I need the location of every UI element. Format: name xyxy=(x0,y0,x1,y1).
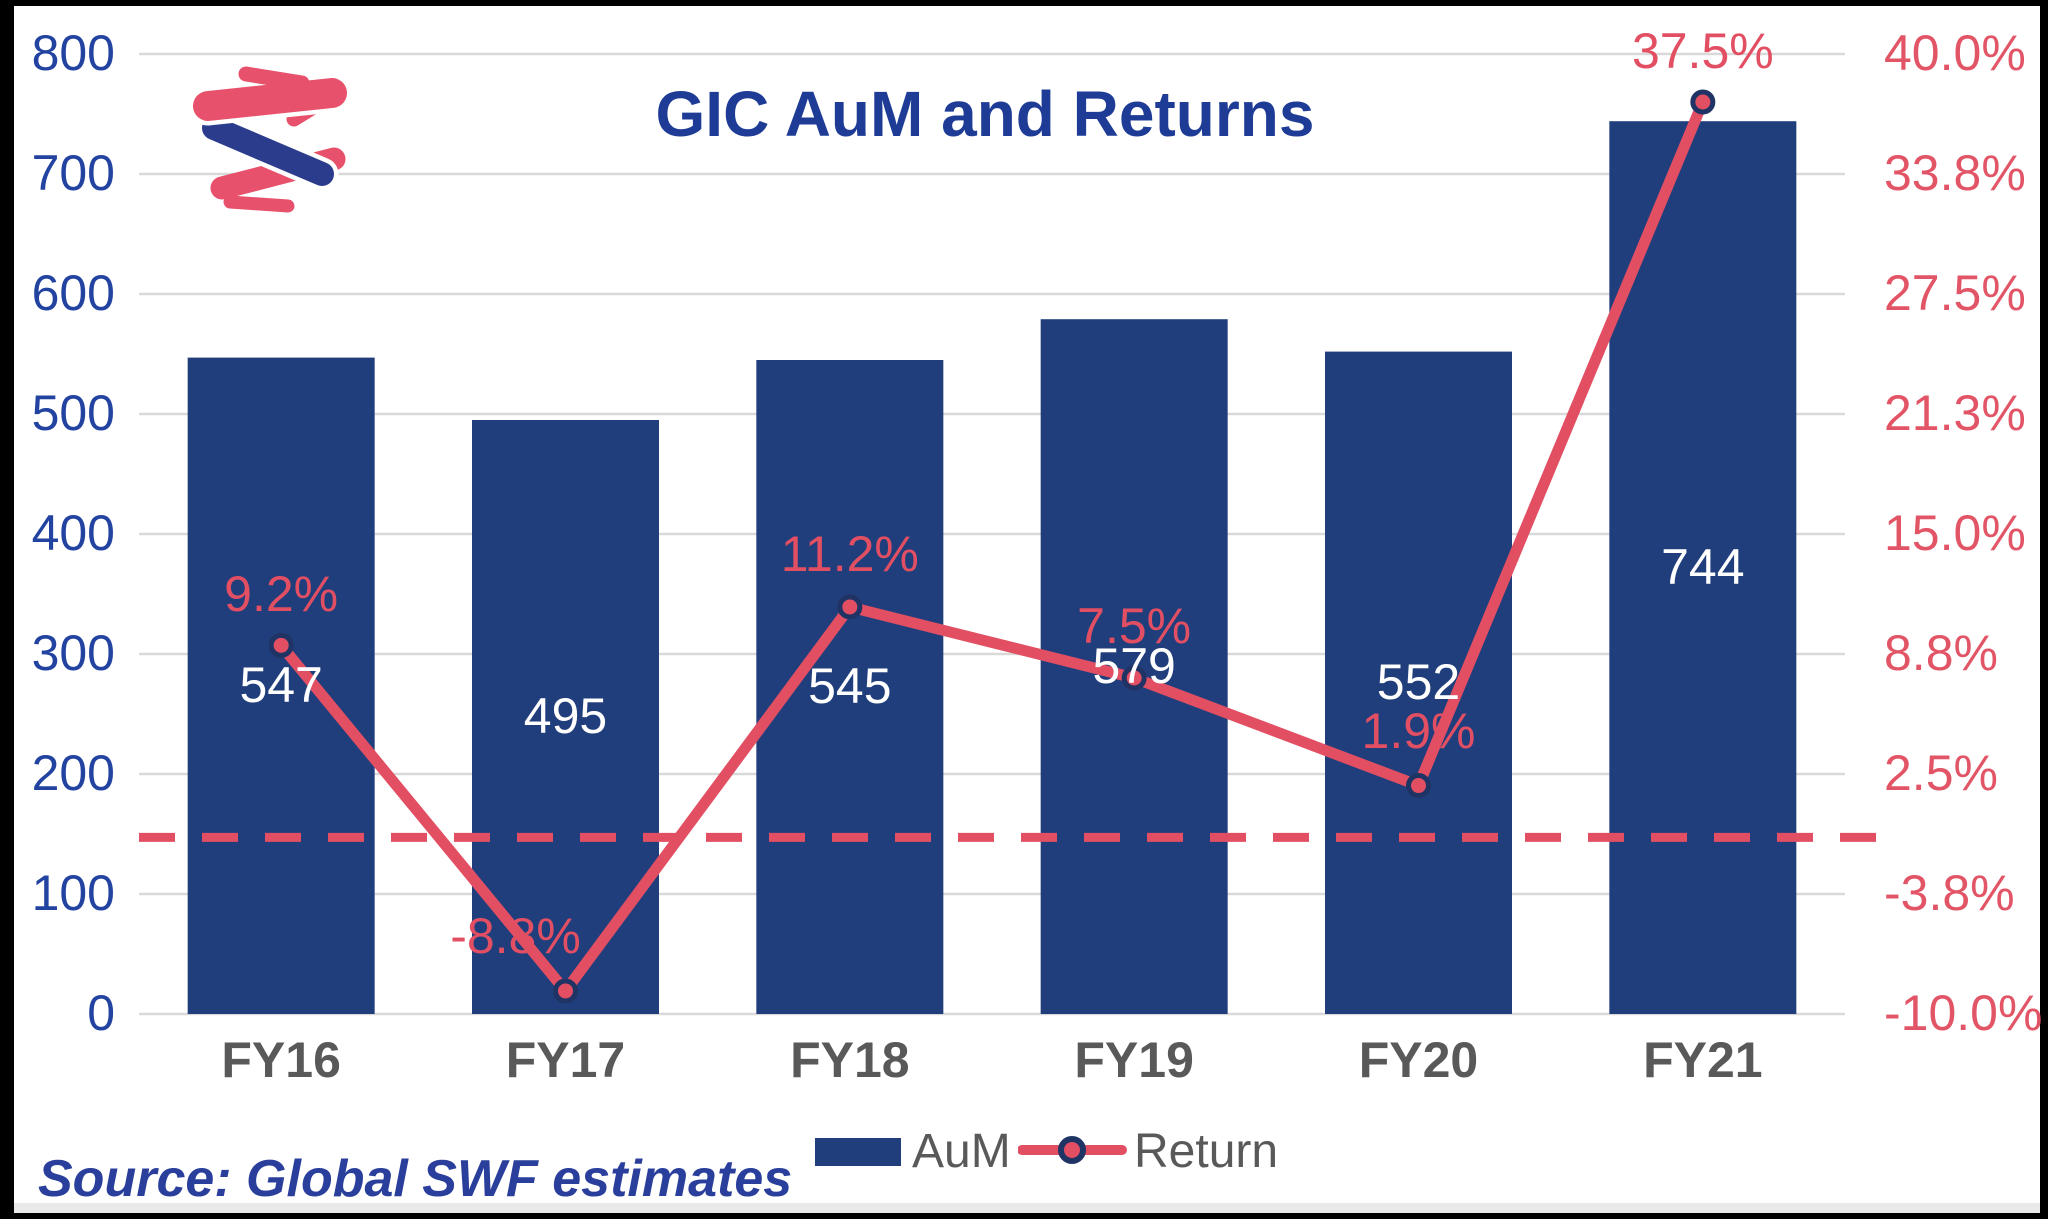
right-axis-tick-27.5%: 27.5% xyxy=(1884,265,2026,321)
return-value-label-FY19: 7.5% xyxy=(1077,598,1192,654)
frame-left xyxy=(0,0,14,1219)
bar-value-label-FY16: 547 xyxy=(239,656,323,713)
return-value-label-FY21: 37.5% xyxy=(1631,23,1774,79)
return-value-label-FY16: 9.2% xyxy=(224,566,339,623)
x-axis-label-FY20: FY20 xyxy=(1358,1032,1479,1088)
x-axis-label-FY17: FY17 xyxy=(505,1032,626,1088)
left-axis-tick-500: 500 xyxy=(31,385,115,441)
right-axis-tick-15.0%: 15.0% xyxy=(1884,505,2026,561)
right-axis-tick--3.8%: -3.8% xyxy=(1884,865,2015,921)
global-swf-logo xyxy=(188,66,352,213)
left-axis-tick-600: 600 xyxy=(31,265,115,321)
right-axis-tick-40.0%: 40.0% xyxy=(1884,25,2026,81)
legend-aum-swatch xyxy=(815,1138,901,1166)
right-axis-tick-33.8%: 33.8% xyxy=(1884,145,2026,201)
right-axis-tick--10.0%: -10.0% xyxy=(1884,985,2043,1041)
left-axis-tick-100: 100 xyxy=(31,865,115,921)
left-axis-tick-300: 300 xyxy=(31,625,115,681)
left-axis-tick-200: 200 xyxy=(31,745,115,801)
frame-bottom xyxy=(0,1213,2048,1219)
return-value-label-FY18: 11.2% xyxy=(780,525,919,582)
frame-right xyxy=(2040,0,2048,1219)
legend-aum-label: AuM xyxy=(912,1125,1011,1178)
bar-FY16 xyxy=(187,357,375,1015)
left-axis-tick-700: 700 xyxy=(31,145,115,201)
right-axis-tick-21.3%: 21.3% xyxy=(1884,385,2026,441)
chart-title: GIC AuM and Returns xyxy=(655,78,1315,150)
return-value-label-FY17: -8.8% xyxy=(450,907,581,964)
left-axis-tick-400: 400 xyxy=(31,505,115,561)
x-axis-label-FY19: FY19 xyxy=(1074,1032,1194,1088)
bar-value-label-FY19: 579 xyxy=(1092,637,1176,694)
return-marker-FY21 xyxy=(1690,89,1716,115)
bar-value-label-FY17: 495 xyxy=(523,688,608,744)
x-axis-label-FY21: FY21 xyxy=(1643,1032,1763,1088)
return-marker-FY18 xyxy=(837,594,863,620)
legend-return-marker-icon xyxy=(1018,1136,1127,1164)
bar-value-label-FY21: 744 xyxy=(1661,538,1745,595)
return-marker-FY20 xyxy=(1406,773,1431,799)
right-axis-tick-2.5%: 2.5% xyxy=(1884,745,1998,801)
return-marker-FY19 xyxy=(1121,665,1147,691)
left-axis-tick-0: 0 xyxy=(87,985,115,1041)
return-marker-FY16 xyxy=(268,632,294,658)
right-axis-tick-8.8%: 8.8% xyxy=(1884,625,1998,681)
return-line xyxy=(275,96,1709,997)
bar-FY20 xyxy=(1325,351,1512,1015)
source-note: Source: Global SWF estimates xyxy=(38,1150,793,1208)
legend-return-label: Return xyxy=(1134,1125,1279,1178)
frame-bottom-bevel xyxy=(14,1203,2040,1214)
bar-FY21 xyxy=(1609,121,1797,1014)
return-marker-FY17 xyxy=(553,978,578,1004)
return-value-label-FY20: 1.9% xyxy=(1361,702,1476,759)
x-axis-label-FY16: FY16 xyxy=(221,1032,341,1088)
x-axis-label-FY18: FY18 xyxy=(790,1032,910,1088)
left-axis-tick-800: 800 xyxy=(31,25,115,81)
bar-value-label-FY18: 545 xyxy=(808,658,892,714)
bar-value-label-FY20: 552 xyxy=(1376,653,1461,710)
frame-top xyxy=(0,0,2048,6)
